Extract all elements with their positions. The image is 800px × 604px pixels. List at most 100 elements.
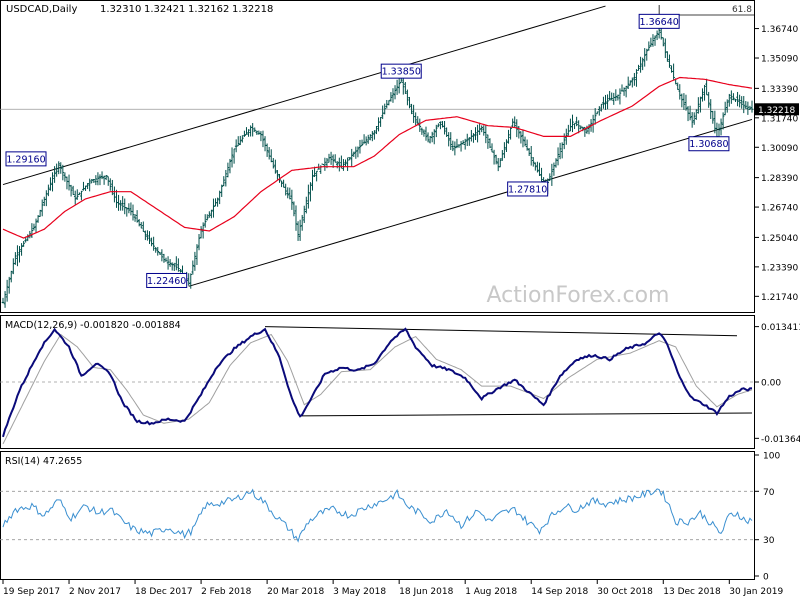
price-bar [631,77,634,88]
price-bar [684,94,688,111]
annotation-box [380,63,422,79]
price-bar [94,175,98,186]
price-bar [422,129,426,137]
annotation-box [507,181,549,197]
price-bar [280,180,283,188]
price-bar [1,297,5,304]
price-bar [732,93,735,101]
price-bar [379,117,382,127]
price-bar [265,143,269,157]
price-bar [721,112,725,130]
macd-trendline-lower [300,412,753,417]
price-bar [711,110,715,124]
price-bar [53,166,56,183]
price-y-tick-label: 1.33390 [761,85,798,95]
price-bar [210,209,213,219]
price-bar [45,190,48,207]
price-bar [519,131,523,144]
price-bar [203,214,207,228]
price-bar [550,163,554,186]
price-bar [523,136,527,147]
price-annotation: 1.27810 [507,181,549,197]
x-axis-tick-label: 2 Feb 2018 [201,587,252,597]
price-bar [725,99,729,113]
price-bar [626,76,630,89]
price-bar [397,76,401,94]
price-bar [552,162,556,176]
price-bar [746,101,750,115]
price-bar [728,93,731,107]
price-bar [88,178,91,192]
price-bar [154,247,157,253]
price-bar [300,214,304,231]
price-bar [305,196,308,214]
price-annotation: 1.29160 [5,151,47,167]
price-bar [354,146,358,159]
price-bar [51,172,54,192]
price-bar [424,126,428,141]
price-bar [78,192,81,196]
price-y-tick-label: 1.36740 [761,25,798,35]
price-bar [602,96,605,109]
price-bar [608,90,611,101]
price-bar [49,177,52,191]
price-bar [538,162,541,176]
price-bar [447,132,450,147]
price-bar [208,211,211,218]
price-bar [175,256,178,271]
channel-lower-line [188,118,753,287]
price-bar [748,105,752,110]
price-bar [529,146,533,166]
price-bar [302,205,306,223]
price-bar [177,258,180,272]
price-title: USDCAD,Daily [6,4,77,15]
price-bar [598,106,601,116]
price-bar [224,169,228,187]
price-bar [647,41,651,51]
price-bar [614,89,618,102]
price-bar [220,184,224,197]
price-bar [317,163,320,170]
price-bar [212,198,215,218]
price-bar [236,136,240,147]
price-bar [113,186,116,203]
price-bar [439,121,442,130]
price-y-tick-label: 1.28390 [761,174,798,184]
price-bar [276,170,279,180]
price-bar [482,125,486,136]
price-bar [505,139,508,153]
rsi-panel-frame [0,451,755,580]
price-bar [643,48,647,67]
price-bar [241,135,244,143]
x-axis-tick-label: 18 Jun 2018 [399,587,453,597]
price-bar [723,101,727,116]
price-bar [294,205,298,231]
price-bar [55,163,58,177]
x-axis-tick-label: 2 Nov 2017 [69,587,121,597]
price-y-tick-label: 1.31740 [761,114,798,124]
price-bar [274,159,277,174]
price-bar [620,84,624,92]
price-bar [496,157,500,172]
price-bar [286,187,290,199]
rsi-y-tick-label: 30 [763,536,775,546]
price-bar [75,189,79,200]
last-price-box [755,103,799,116]
price-bar [624,85,628,98]
price-bar [315,170,318,182]
price-bar [661,37,665,47]
price-bar [513,116,517,128]
price-bar [344,159,347,167]
price-bar [195,244,199,265]
price-bar [255,130,259,135]
price-bar [191,260,195,275]
price-bar [90,179,94,184]
price-bar [222,176,226,187]
price-bar [649,37,653,47]
price-bar [342,159,345,171]
price-bar [352,151,356,157]
x-axis-tick-label: 20 Mar 2018 [267,587,324,597]
price-bar [645,48,649,61]
price-bar [750,100,754,113]
